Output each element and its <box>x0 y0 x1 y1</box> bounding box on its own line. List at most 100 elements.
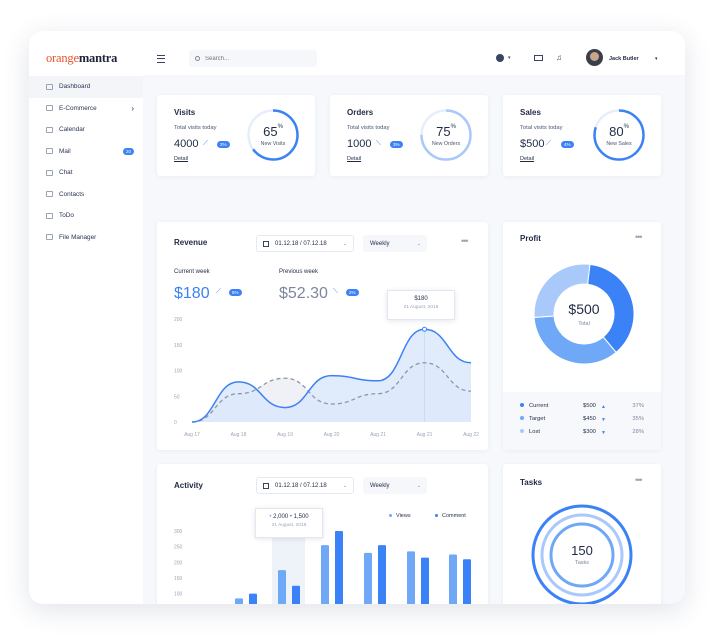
y-tick-label: 200 <box>174 317 183 323</box>
tooltip-comment: 1,500 <box>293 514 309 520</box>
profit-row-current: Current $500 ▲ 37% <box>520 403 644 410</box>
sidebar-item-todo[interactable]: ToDo <box>29 205 143 227</box>
bar-views <box>278 570 286 604</box>
activity-card: Activity 01.12.18 / 07.12.18 ⌄ Weekly ⌄ … <box>157 464 488 604</box>
legend-dot <box>520 403 524 407</box>
row-name: Target <box>529 416 546 422</box>
x-tick-label: Aug 21 <box>370 432 386 438</box>
y-tick-label: 100 <box>174 592 183 598</box>
profit-card: Profit ••• $500 Total Current $500 ▲ 37% Ta… <box>503 222 661 450</box>
more-icon[interactable]: ••• <box>635 232 643 242</box>
cart-icon <box>46 105 53 112</box>
activity-title: Activity <box>174 481 203 490</box>
trend-down-icon: ⟍ <box>333 288 338 295</box>
card-title: Visits <box>174 108 196 117</box>
bar-views <box>364 552 372 604</box>
arrow-down-icon: ▼ <box>601 430 606 436</box>
mail-icon[interactable] <box>534 55 543 61</box>
folder-icon <box>46 234 53 241</box>
previous-week-line <box>191 362 472 423</box>
sidebar-item-dashboard[interactable]: Dashboard <box>29 76 143 98</box>
more-icon[interactable]: ••• <box>461 236 469 246</box>
ring-percent: 65% <box>263 124 283 139</box>
sidebar-item-label: E-Commerce <box>59 104 97 112</box>
user-name[interactable]: Jack Butler <box>609 56 639 62</box>
x-tick-label: Aug 20 <box>324 432 340 438</box>
chevron-down-icon[interactable]: ▾ <box>508 55 511 61</box>
tooltip-value: $180 <box>414 296 428 302</box>
legend-views: Views <box>389 513 411 519</box>
sidebar-item-label: File Manager <box>59 233 97 241</box>
revenue-period-select[interactable]: Weekly ⌄ <box>363 235 427 252</box>
search-input[interactable] <box>205 55 305 62</box>
row-name: Lost <box>529 429 540 435</box>
dashboard-icon <box>46 83 53 90</box>
activity-date-picker[interactable]: 01.12.18 / 07.12.18 ⌄ <box>256 477 354 494</box>
detail-link[interactable]: Detail <box>520 156 535 162</box>
sidebar-item-label: Mail <box>59 147 71 155</box>
activity-period-select[interactable]: Weekly ⌄ <box>363 477 427 494</box>
sidebar-item-mail[interactable]: Mail 20 <box>29 141 143 163</box>
row-value: $450 <box>583 416 596 422</box>
brand-logo[interactable]: orangemantra <box>46 51 118 65</box>
sidebar-item-contacts[interactable]: Contacts <box>29 184 143 206</box>
date-range-text: 01.12.18 / 07.12.18 <box>275 240 327 247</box>
bar-views <box>235 598 243 604</box>
mail-count-badge: 20 <box>122 147 134 155</box>
more-icon[interactable]: ••• <box>635 475 643 485</box>
previous-change-badge: 2% <box>346 289 359 296</box>
tasks-card: Tasks ••• 150 Tasks <box>503 464 661 604</box>
trend-up-icon: ⟋ <box>216 288 221 295</box>
bar-comment <box>378 545 386 604</box>
sales-progress-ring: 80% New Sales <box>592 108 646 162</box>
inner-ring <box>549 522 615 588</box>
tooltip-values: • 2,000 • 1,500 <box>269 514 309 520</box>
bell-icon[interactable]: ♫ <box>556 53 562 62</box>
y-tick-label: 250 <box>174 545 183 551</box>
ring-percent: 75% <box>436 124 456 139</box>
x-tick-label: Aug 22 <box>463 432 479 438</box>
main-content: Visits Total visits today 4000 ⟋ 2% Deta… <box>143 75 685 604</box>
previous-week-label: Previous week <box>279 269 319 275</box>
sidebar-item-file-manager[interactable]: File Manager <box>29 227 143 249</box>
avatar[interactable] <box>586 49 603 66</box>
current-week-value: $180 <box>174 285 210 302</box>
search-box <box>189 50 317 67</box>
legend-label: Comment <box>442 513 466 519</box>
todo-icon <box>46 212 53 219</box>
detail-link[interactable]: Detail <box>174 156 189 162</box>
profit-total-value: $500 <box>568 301 600 317</box>
x-tick-label: Aug 21 <box>417 432 433 438</box>
profit-total-label: Total <box>578 321 590 327</box>
globe-icon[interactable] <box>496 54 504 62</box>
card-title: Sales <box>520 108 541 117</box>
card-title: Orders <box>347 108 374 117</box>
middle-ring <box>540 513 624 597</box>
calendar-icon <box>263 482 269 489</box>
row-value: $300 <box>583 429 596 435</box>
tooltip-date: 21 August, 2018 <box>271 523 307 528</box>
calendar-icon <box>46 126 53 133</box>
tooltip-date: 21 August, 2018 <box>403 305 439 310</box>
y-tick-label: 0 <box>174 420 177 426</box>
sidebar-item-calendar[interactable]: Calendar <box>29 119 143 141</box>
row-percent: 28% <box>632 429 644 435</box>
sidebar-item-chat[interactable]: Chat <box>29 162 143 184</box>
search-icon <box>195 56 200 61</box>
menu-icon[interactable] <box>157 55 165 63</box>
detail-link[interactable]: Detail <box>347 156 362 162</box>
sidebar-item-ecommerce[interactable]: E-Commerce › <box>29 98 143 120</box>
revenue-date-picker[interactable]: 01.12.18 / 07.12.18 ⌄ <box>256 235 354 252</box>
revenue-tooltip: $180 21 August, 2018 <box>387 290 455 320</box>
tasks-value: 150 <box>571 543 593 558</box>
ring-label: New Sales <box>606 141 632 147</box>
tooltip-views: 2,000 <box>273 514 289 520</box>
contacts-icon <box>46 191 53 198</box>
chevron-down-icon[interactable]: ▾ <box>655 56 658 62</box>
chevron-down-icon: ⌄ <box>342 240 347 247</box>
card-value: $500 <box>520 138 545 150</box>
y-tick-label: 300 <box>174 529 183 535</box>
outer-ring <box>531 504 633 604</box>
chevron-down-icon: ⌄ <box>342 482 347 489</box>
sidebar-nav: Dashboard E-Commerce › Calendar Mail 20 Ch… <box>29 76 143 248</box>
